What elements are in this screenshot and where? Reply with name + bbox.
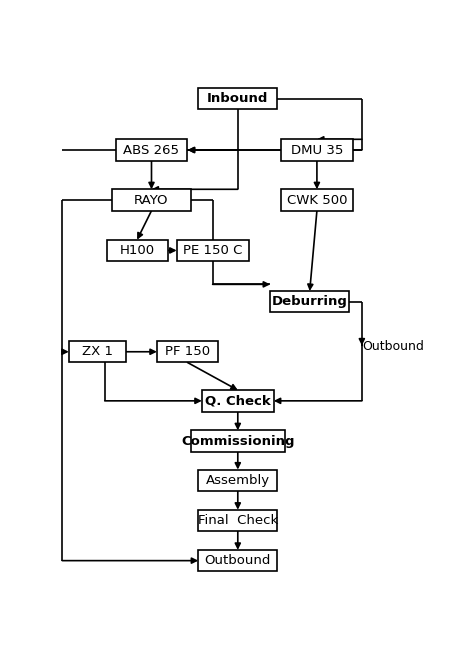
- Text: Final  Check: Final Check: [197, 514, 277, 527]
- FancyBboxPatch shape: [281, 189, 352, 211]
- Text: PE 150 C: PE 150 C: [182, 244, 242, 257]
- FancyBboxPatch shape: [191, 430, 284, 452]
- Text: Deburring: Deburring: [271, 295, 347, 309]
- Text: H100: H100: [119, 244, 154, 257]
- FancyBboxPatch shape: [112, 189, 191, 211]
- FancyBboxPatch shape: [201, 390, 273, 411]
- FancyBboxPatch shape: [106, 240, 167, 261]
- FancyBboxPatch shape: [176, 240, 248, 261]
- Text: RAYO: RAYO: [134, 193, 169, 206]
- FancyBboxPatch shape: [198, 510, 277, 531]
- Text: ABS 265: ABS 265: [123, 143, 179, 157]
- FancyBboxPatch shape: [156, 341, 218, 362]
- Text: ZX 1: ZX 1: [82, 345, 113, 358]
- Text: Outbound: Outbound: [204, 554, 270, 567]
- Text: Outbound: Outbound: [361, 340, 423, 353]
- Text: Inbound: Inbound: [206, 92, 268, 105]
- FancyBboxPatch shape: [198, 470, 277, 491]
- Text: Assembly: Assembly: [205, 474, 269, 487]
- Text: Commissioning: Commissioning: [181, 434, 294, 447]
- Text: PF 150: PF 150: [164, 345, 210, 358]
- Text: CWK 500: CWK 500: [286, 193, 346, 206]
- FancyBboxPatch shape: [69, 341, 126, 362]
- FancyBboxPatch shape: [269, 291, 349, 312]
- FancyBboxPatch shape: [281, 140, 352, 160]
- FancyBboxPatch shape: [115, 140, 187, 160]
- FancyBboxPatch shape: [198, 88, 277, 109]
- Text: DMU 35: DMU 35: [290, 143, 342, 157]
- FancyBboxPatch shape: [198, 550, 277, 571]
- Text: Q. Check: Q. Check: [205, 394, 270, 407]
